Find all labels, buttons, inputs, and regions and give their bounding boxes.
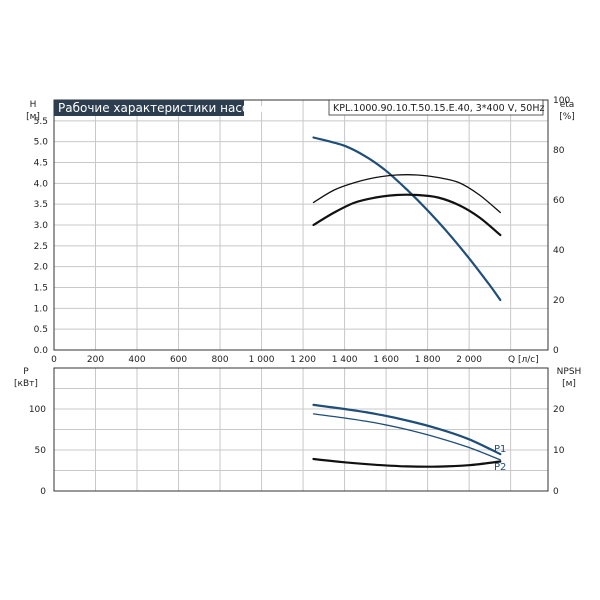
top-left-tick-label: 4.5 [34,159,48,169]
top-right-tick-label: 0 [553,346,559,356]
bottom-left-tick-label: 0 [40,487,46,497]
top-left-axis-unit: [м] [26,112,40,122]
top-right-tick-label: 20 [553,296,565,306]
bottom-right-tick-label: 10 [553,446,565,456]
top-panel-grid [53,100,548,351]
series-line-power-curve-p1 [312,403,502,456]
top-right-tick-label: 60 [553,196,565,206]
model-banner [328,99,544,116]
x-tick-label: 1 000 [249,355,275,365]
title-banner [54,100,244,116]
x-tick-label: 200 [87,355,104,365]
top-left-tick-label: 4.0 [34,179,49,189]
x-tick-label: 600 [170,355,187,365]
bottom-right-tick-label: 0 [553,487,559,497]
x-axis-label: Q [л/с] [508,355,539,365]
bottom-panel-frame [53,367,549,492]
top-left-tick-label: 3.5 [34,200,48,210]
series-line-head-curve [312,136,502,302]
series-label-p1: P1 [494,444,506,455]
series-line-efficiency-curve-total [312,174,501,214]
top-panel-frame [53,99,549,351]
top-right-axis-unit: [%] [559,112,575,122]
x-tick-label: 1 200 [290,355,316,365]
series-line-efficiency-curve-pump [312,193,502,237]
top-right-tick-label: 80 [553,146,565,156]
top-right-axis-label: eta [560,100,575,110]
top-left-tick-label: 5.5 [34,117,48,127]
top-right-tick-label: 40 [553,246,565,256]
top-left-tick-label: 2.0 [34,263,49,273]
top-left-tick-label: 1.0 [34,304,49,314]
top-left-tick-label: 0.0 [34,346,49,356]
bottom-right-tick-label: 20 [553,405,565,415]
series-line-npsh-curve [312,457,502,468]
bottom-left-axis-label: P [23,367,29,377]
top-left-tick-label: 1.5 [34,284,48,294]
bottom-right-axis-label: NPSH [557,367,582,377]
x-tick-label: 0 [51,355,57,365]
series-line-power-curve-p2 [312,413,501,461]
x-tick-label: 1 600 [373,355,399,365]
chart-title: Рабочие характеристики насоса [58,101,263,115]
x-tick-label: 1 400 [332,355,358,365]
x-tick-label: 800 [211,355,228,365]
x-tick-label: 1 800 [415,355,441,365]
x-tick-label: 2 000 [456,355,482,365]
top-left-tick-label: 0.5 [34,325,48,335]
top-left-tick-label: 3.0 [34,221,49,231]
pump-model: KPL.1000.90.10.T.50.15.E.40, 3*400 V, 50… [333,103,544,114]
series-label-p2: P2 [494,462,506,473]
top-left-tick-label: 5.0 [34,138,49,148]
bottom-left-tick-label: 100 [29,405,46,415]
bottom-right-axis-unit: [м] [562,379,576,389]
bottom-panel-grid [53,368,548,491]
x-tick-label: 400 [128,355,145,365]
top-left-axis-label: H [30,100,37,110]
bottom-left-axis-unit: [кВт] [14,379,38,389]
top-left-tick-label: 2.5 [34,242,48,252]
bottom-left-tick-label: 50 [35,446,47,456]
top-right-tick-label: 100 [553,96,570,106]
